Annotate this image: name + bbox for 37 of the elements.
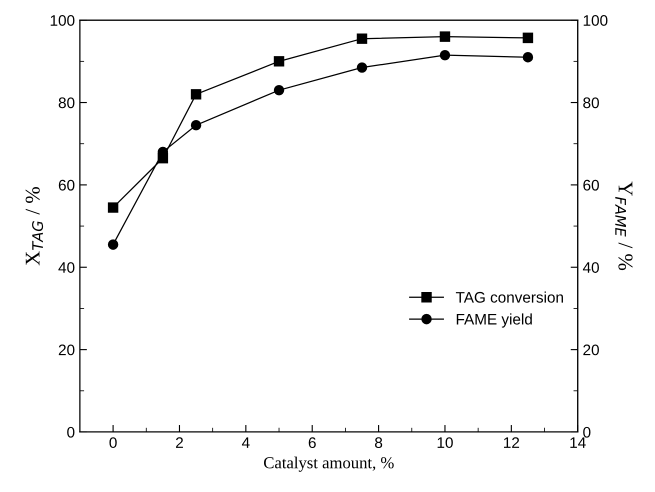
point bbox=[440, 50, 450, 60]
y-tick-label: 40 bbox=[58, 262, 74, 273]
x-axis-title: Catalyst amount, % bbox=[264, 456, 394, 472]
x-tick-label: 8 bbox=[375, 437, 382, 448]
y2-tick-label: 100 bbox=[584, 15, 608, 26]
legend-label: TAG conversion bbox=[456, 292, 563, 303]
x-tick-label: 2 bbox=[176, 437, 183, 448]
point bbox=[356, 33, 368, 44]
point bbox=[274, 56, 284, 67]
x-tick-label: 12 bbox=[504, 437, 520, 448]
y2-axis-title: Y$_{FAME}$ / % bbox=[615, 182, 633, 270]
point bbox=[190, 89, 202, 100]
y2-tick-label: 40 bbox=[582, 262, 599, 273]
x-tick-label: 14 bbox=[570, 437, 586, 448]
x-tick-label: 0 bbox=[109, 437, 117, 448]
point bbox=[274, 84, 284, 96]
x-tick-label: 10 bbox=[438, 437, 453, 448]
x-tick-label: 6 bbox=[308, 437, 316, 448]
y-tick-label: 100 bbox=[50, 15, 74, 26]
y-tick-label: 80 bbox=[58, 97, 74, 108]
y-tick-label: 0 bbox=[67, 426, 74, 438]
y-tick-label: 60 bbox=[58, 180, 74, 191]
y2-tick-label: 60 bbox=[583, 180, 599, 191]
x-tick-label: 4 bbox=[242, 437, 250, 448]
y2-tick-label: 20 bbox=[583, 344, 599, 356]
point bbox=[108, 202, 118, 213]
y-axis-title: X$_{TAG}$ / % bbox=[26, 187, 44, 266]
y2-tick-label: 0 bbox=[583, 426, 590, 438]
y-tick-label: 20 bbox=[58, 344, 74, 356]
point bbox=[440, 31, 450, 42]
y2-tick-label: 80 bbox=[583, 97, 599, 108]
point bbox=[190, 120, 202, 130]
point bbox=[522, 52, 534, 62]
point bbox=[108, 239, 118, 250]
point bbox=[522, 32, 534, 44]
point bbox=[356, 62, 368, 73]
legend-label: FAME yield bbox=[456, 313, 532, 328]
